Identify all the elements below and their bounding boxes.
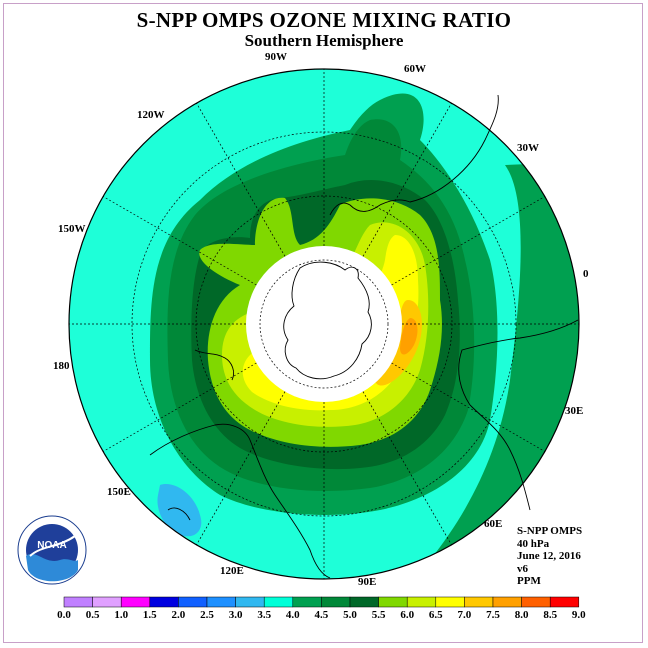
ozone-region-low — [157, 484, 202, 537]
info-instrument: S-NPP OMPS — [517, 525, 583, 537]
legend-swatch — [464, 596, 494, 608]
lon-label-120w: 120W — [137, 109, 165, 121]
legend-tick-label: 7.5 — [486, 609, 500, 621]
new-zealand-coast — [194, 349, 235, 381]
legend-swatch — [521, 596, 551, 608]
legend-swatch — [235, 596, 265, 608]
legend-tick-label: 9.0 — [571, 609, 586, 621]
map-subtitle: Southern Hemisphere — [244, 31, 404, 50]
meridian-line — [102, 196, 257, 286]
legend-swatch — [92, 596, 122, 608]
legend-swatch — [292, 596, 322, 608]
legend-swatch — [149, 596, 179, 608]
meridian-line — [391, 362, 546, 452]
meridian-line — [102, 362, 257, 452]
legend-swatch — [435, 596, 465, 608]
legend-tick-label: 6.0 — [400, 609, 415, 621]
legend-tick-label: 6.5 — [428, 609, 443, 621]
legend-tick-label: 2.5 — [200, 609, 214, 621]
legend-swatch — [120, 596, 151, 608]
africa-coast — [458, 319, 579, 511]
indonesia-coast — [167, 507, 191, 521]
legend-tick-label: 2.0 — [171, 609, 186, 621]
lon-label-60e: 60E — [484, 518, 503, 530]
legend-swatch — [178, 596, 208, 608]
meridian-line — [362, 102, 452, 257]
legend-tick-label: 8.5 — [543, 609, 558, 621]
legend-tick-label: 5.5 — [371, 609, 386, 621]
legend-swatch — [321, 596, 351, 608]
legend-tick-label: 4.0 — [285, 609, 300, 621]
legend-tick-label: 0.5 — [85, 609, 100, 621]
legend-swatch — [263, 596, 294, 608]
info-date: June 12, 2016 — [517, 550, 581, 562]
meridian-line — [196, 102, 286, 257]
legend-tick-label: 1.5 — [142, 609, 157, 621]
legend-swatch — [549, 596, 580, 608]
info-unit: PPM — [517, 575, 541, 587]
lon-label-180: 180 — [53, 360, 70, 372]
legend-tick-label: 5.0 — [343, 609, 357, 621]
ozone-region-7_5-8_0 — [400, 318, 418, 355]
legend-tick-label: 3.0 — [228, 609, 243, 621]
legend-swatch — [492, 596, 522, 608]
lon-label-0: 0 — [583, 268, 589, 280]
meridian-line — [391, 196, 546, 286]
legend-swatch — [406, 596, 437, 608]
coastlines — [149, 94, 579, 579]
map-title: S-NPP OMPS OZONE MIXING RATIO — [136, 8, 512, 32]
lon-label-150w: 150W — [58, 223, 86, 235]
meridians — [69, 69, 579, 579]
lon-label-60w: 60W — [404, 63, 426, 75]
figure-frame — [3, 3, 643, 643]
australia-coast — [149, 423, 331, 579]
noaa-logo-text: NOAA — [37, 540, 66, 551]
lon-label-90w: 90W — [265, 51, 287, 63]
legend-tick-label: 0.0 — [57, 609, 71, 621]
lon-label-30e: 30E — [565, 405, 584, 417]
legend-swatch — [349, 596, 379, 608]
color-legend — [63, 596, 580, 608]
lon-label-150e: 150E — [107, 486, 131, 498]
legend-tick-label: 4.5 — [314, 609, 329, 621]
legend-tick-label: 7.0 — [457, 609, 472, 621]
info-version: v6 — [517, 563, 528, 575]
latitude-circle-75 — [259, 259, 389, 389]
legend-swatch — [378, 596, 408, 608]
lon-label-120e: 120E — [220, 565, 244, 577]
south-america-coast — [329, 94, 499, 216]
lon-label-90e: 90E — [358, 576, 377, 588]
legend-swatch — [63, 596, 93, 608]
graticule — [69, 69, 579, 579]
noaa-logo: NOAA — [17, 515, 87, 585]
lon-label-30w: 30W — [517, 142, 539, 154]
legend-swatch — [206, 596, 236, 608]
meridian-line — [196, 391, 286, 546]
legend-tick-label: 1.0 — [114, 609, 129, 621]
legend-tick-label: 8.0 — [514, 609, 529, 621]
antarctica-coast — [283, 261, 372, 380]
legend-tick-label: 3.5 — [257, 609, 272, 621]
meridian-line — [362, 391, 452, 546]
info-level: 40 hPa — [517, 538, 550, 550]
